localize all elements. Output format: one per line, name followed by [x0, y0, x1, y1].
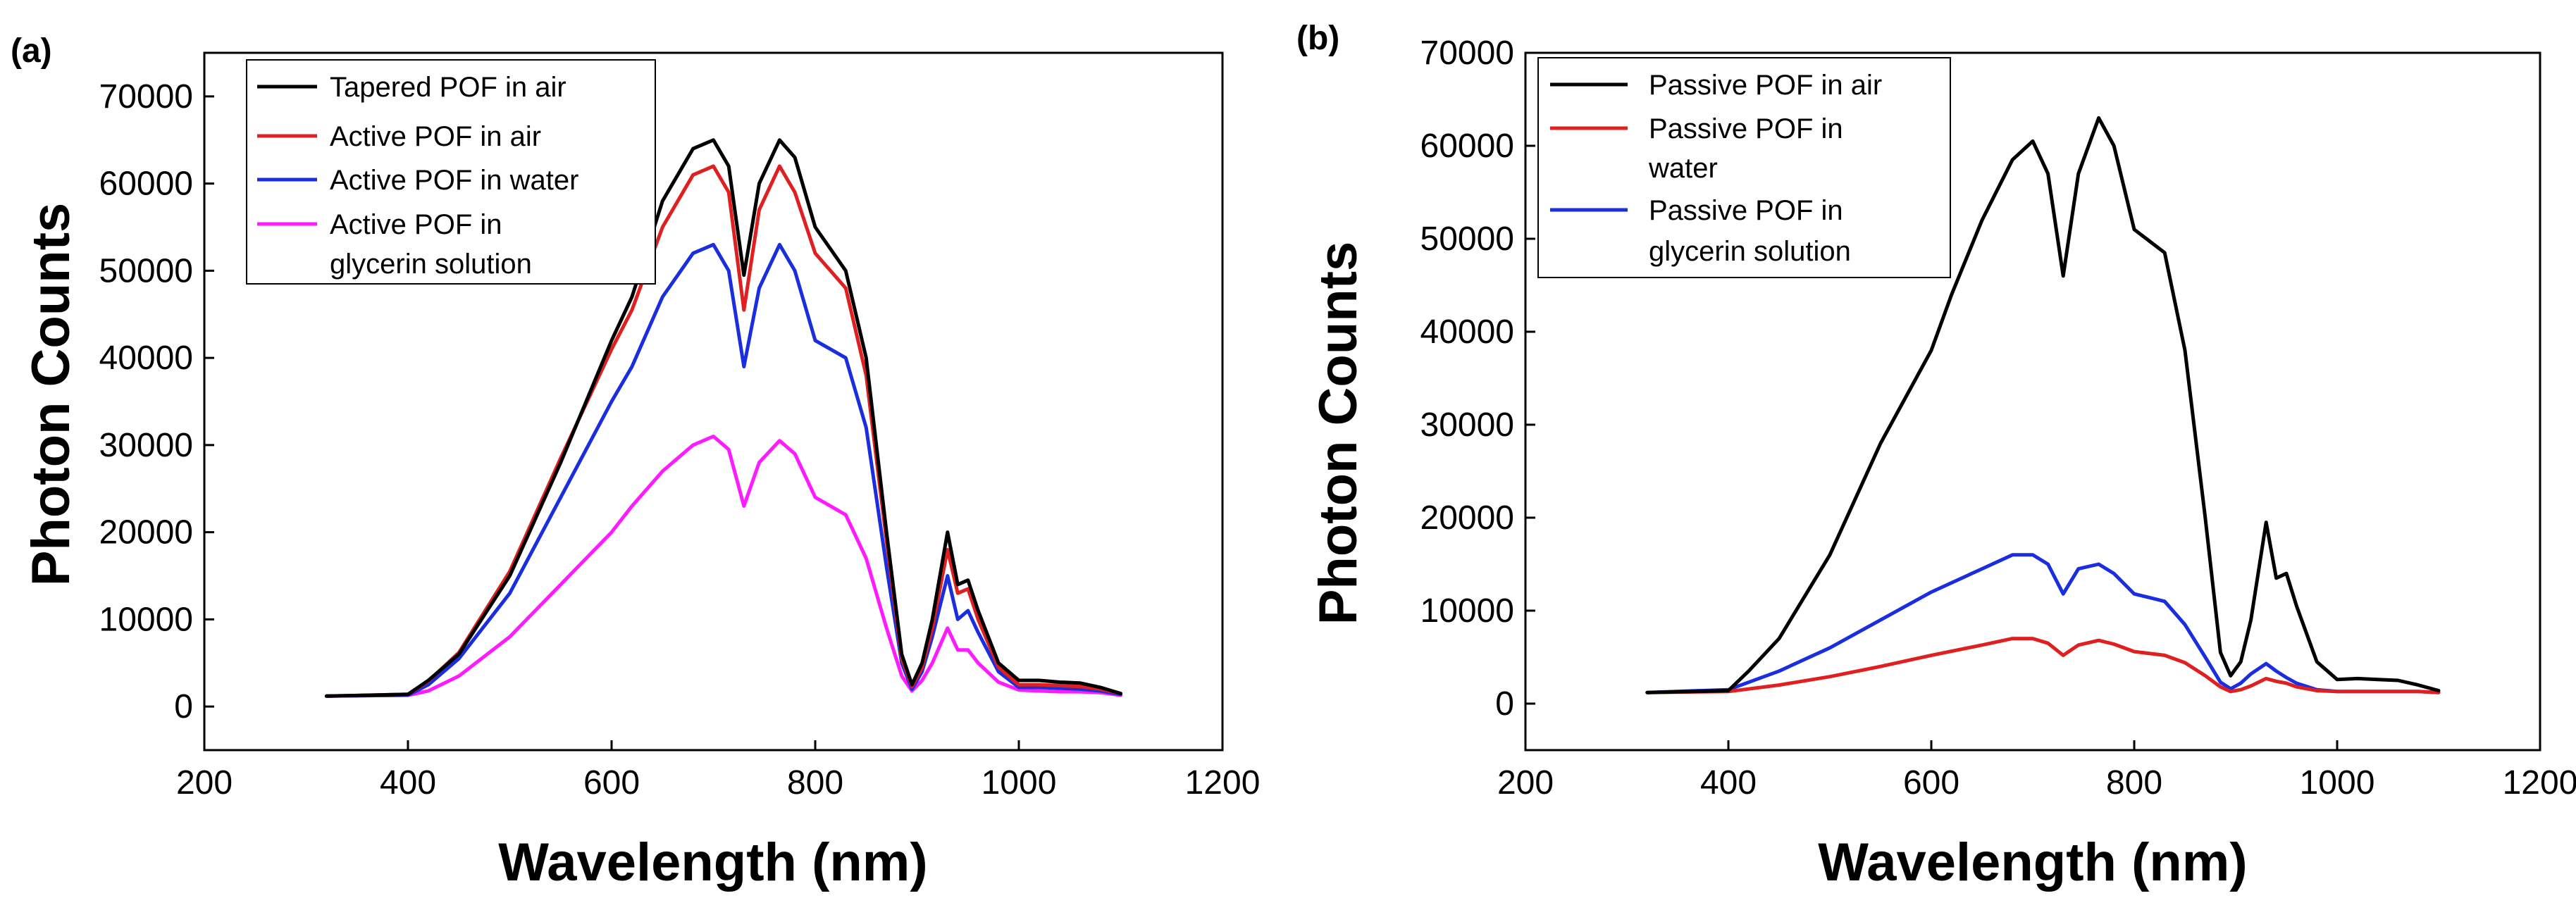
panel-a-plot-frame — [203, 51, 1224, 752]
panel-b-ylabel: Photon Counts — [1308, 242, 1368, 625]
panel-a-y-ticks: 0 10000 20000 30000 40000 50000 60000 70000 — [99, 78, 214, 725]
series-line-active-pof-in-glycerin-solution — [324, 435, 1122, 698]
x-tick-label: 1200 — [2503, 764, 2576, 802]
y-tick-label: 40000 — [99, 339, 193, 377]
y-tick-label: 0 — [174, 688, 193, 725]
y-tick-label: 30000 — [99, 427, 193, 464]
panel-b-legend-label-1b: water — [1648, 153, 1718, 184]
y-tick-label: 10000 — [99, 601, 193, 638]
panel-b: (b) Photon Counts Wavelength (nm) 010000… — [1296, 20, 2576, 892]
panel-a-ylabel: Photon Counts — [21, 203, 81, 587]
panel-b-xlabel: Wavelength (nm) — [1818, 833, 2247, 892]
panel-b-legend-label-2b: glycerin solution — [1649, 236, 1851, 267]
y-tick-label: 60000 — [1420, 127, 1514, 165]
panel-b-label: (b) — [1296, 20, 1339, 57]
panel-a-legend-label-2: Active POF in water — [330, 165, 578, 196]
panel-b-legend-box — [1537, 57, 1951, 278]
panel-a-legend-label-0: Tapered POF in air — [330, 72, 566, 103]
panel-b-legend-label-1: Passive POF in — [1649, 113, 1843, 144]
x-tick-label: 600 — [583, 764, 640, 802]
x-tick-label: 400 — [380, 764, 436, 802]
series-line-passive-pof-in-air — [1645, 116, 2441, 694]
panel-a-series — [324, 138, 1122, 698]
panel-b-legend-label-0: Passive POF in air — [1649, 70, 1882, 101]
panel-b-series — [1645, 116, 2441, 694]
panel-a-legend-label-3: Active POF in — [330, 209, 502, 240]
y-tick-label: 30000 — [1420, 406, 1514, 444]
y-tick-label: 0 — [1495, 685, 1514, 723]
x-tick-label: 800 — [787, 764, 843, 802]
y-tick-label: 20000 — [1420, 499, 1514, 537]
y-tick-label: 40000 — [1420, 313, 1514, 351]
y-tick-label: 70000 — [99, 78, 193, 116]
panel-a: (a) Photon Counts Wavelength (nm) 010000… — [11, 32, 1260, 892]
y-tick-label: 20000 — [99, 514, 193, 551]
panel-a-x-ticks: 200 400 600 800 1000 1200 — [176, 740, 1260, 802]
panel-b-legend-label-2: Passive POF in — [1649, 195, 1843, 226]
panel-a-legend-box — [246, 59, 656, 285]
x-tick-label: 1000 — [982, 764, 1057, 802]
panel-a-label: (a) — [11, 32, 52, 70]
y-tick-label: 50000 — [99, 252, 193, 289]
panel-b-y-ticks: 0 10000 20000 30000 40000 50000 60000 70000 — [1420, 35, 1535, 723]
panel-a-legend-label-3b: glycerin solution — [330, 249, 532, 280]
series-line-passive-pof-in-glycerin-solution — [1645, 553, 2441, 694]
panel-a-legend: Tapered POF in air Active POF in air Act… — [246, 59, 656, 285]
y-tick-label: 70000 — [1420, 35, 1514, 72]
y-tick-label: 50000 — [1420, 220, 1514, 258]
panel-a-xlabel: Wavelength (nm) — [498, 833, 927, 892]
y-tick-label: 10000 — [1420, 592, 1514, 630]
series-line-passive-pof-in-water — [1645, 637, 2441, 694]
panel-b-plot-frame — [1524, 51, 2541, 752]
panel-b-legend: Passive POF in air Passive POF in water … — [1537, 57, 1951, 278]
y-tick-label: 60000 — [99, 166, 193, 203]
x-tick-label: 400 — [1700, 764, 1757, 802]
x-tick-label: 200 — [176, 764, 233, 802]
x-tick-label: 600 — [1903, 764, 1959, 802]
x-tick-label: 800 — [2106, 764, 2162, 802]
x-tick-label: 1200 — [1185, 764, 1261, 802]
x-tick-label: 200 — [1497, 764, 1554, 802]
x-tick-label: 1000 — [2300, 764, 2375, 802]
panel-b-x-ticks: 200 400 600 800 1000 1200 — [1497, 740, 2576, 802]
series-line-tapered-pof-in-air — [324, 138, 1122, 698]
series-line-active-pof-in-water — [324, 242, 1122, 698]
panel-a-legend-label-1: Active POF in air — [330, 121, 541, 152]
